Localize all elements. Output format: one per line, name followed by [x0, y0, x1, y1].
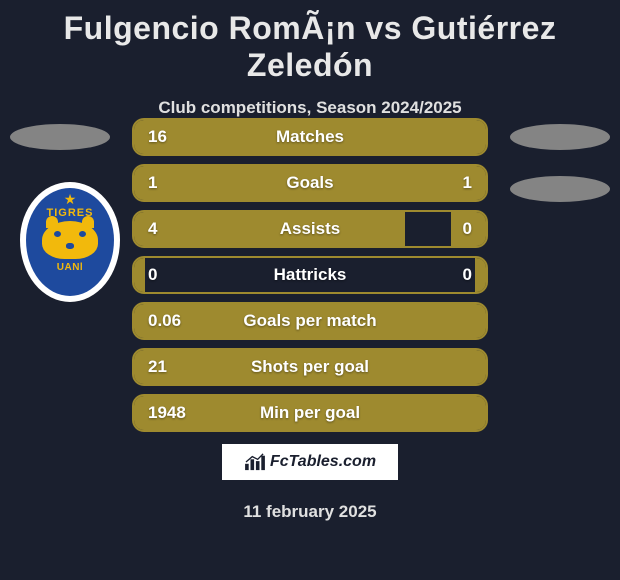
stat-value-left: 1: [148, 166, 157, 200]
stat-value-left: 21: [148, 350, 167, 384]
player-right-placeholder-2: [510, 176, 610, 202]
player-left-placeholder: [10, 124, 110, 150]
stat-label: Goals per match: [134, 304, 486, 338]
page-title: Fulgencio RomÃ¡n vs Gutiérrez Zeledón: [0, 0, 620, 84]
stat-value-left: 0.06: [148, 304, 181, 338]
stat-row: Goals per match0.06: [132, 302, 488, 340]
stat-row: Shots per goal21: [132, 348, 488, 386]
stat-label: Hattricks: [134, 258, 486, 292]
footer-brand-text: FcTables.com: [270, 453, 376, 471]
stat-value-left: 16: [148, 120, 167, 154]
stat-value-right: 0: [463, 212, 472, 246]
stat-value-left: 1948: [148, 396, 186, 430]
stat-value-right: 0: [463, 258, 472, 292]
stat-value-right: 1: [463, 166, 472, 200]
star-icon: ★: [64, 192, 77, 206]
fctables-logo[interactable]: FcTables.com: [222, 444, 398, 480]
stat-label: Assists: [134, 212, 486, 246]
bar-chart-icon: [244, 453, 266, 471]
stat-row: Hattricks0 0: [132, 256, 488, 294]
tiger-icon: [42, 221, 98, 259]
stat-label: Matches: [134, 120, 486, 154]
stat-row: Matches16: [132, 118, 488, 156]
stat-row: Min per goal1948: [132, 394, 488, 432]
footer-date: 11 february 2025: [0, 502, 620, 522]
badge-text-bottom: UANl: [57, 262, 83, 273]
stat-value-left: 0: [148, 258, 157, 292]
stats-container: Matches16Goals11Assists40Hattricks00Goal…: [132, 118, 488, 440]
stat-row: Goals1 1: [132, 164, 488, 202]
stat-label: Goals: [134, 166, 486, 200]
stat-label: Shots per goal: [134, 350, 486, 384]
stat-value-left: 4: [148, 212, 157, 246]
stat-row: Assists4 0: [132, 210, 488, 248]
club-badge-tigres: ★ TIGRES UANl: [20, 182, 120, 302]
page-subtitle: Club competitions, Season 2024/2025: [0, 98, 620, 118]
player-right-placeholder-1: [510, 124, 610, 150]
stat-label: Min per goal: [134, 396, 486, 430]
